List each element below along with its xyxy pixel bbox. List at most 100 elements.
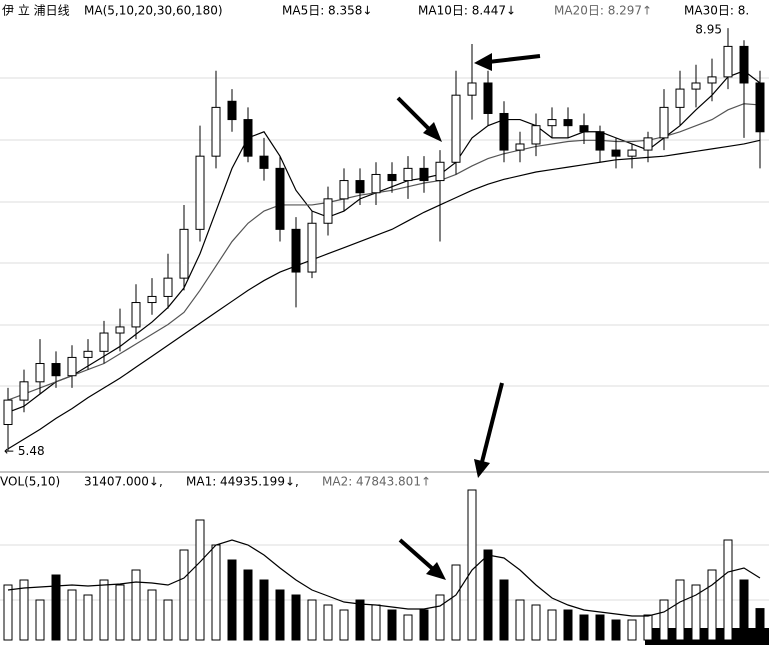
moving-average-line bbox=[7, 70, 761, 413]
candle-body bbox=[627, 149, 637, 157]
candle-body bbox=[483, 82, 493, 114]
volume-bar bbox=[467, 489, 477, 641]
candle-body bbox=[179, 228, 189, 279]
volume-bar bbox=[339, 609, 349, 641]
candle-body bbox=[387, 173, 397, 182]
candle-body bbox=[355, 180, 365, 194]
volume-bar bbox=[595, 614, 605, 641]
volume-bar bbox=[3, 584, 13, 641]
candle-body bbox=[595, 131, 605, 151]
candle-body bbox=[755, 82, 765, 133]
moving-average-line bbox=[7, 539, 761, 617]
volume-bar bbox=[435, 594, 445, 641]
candle-body bbox=[643, 137, 653, 151]
moving-average-line bbox=[7, 103, 761, 401]
volume-bar bbox=[387, 609, 397, 641]
volume-bar bbox=[611, 619, 621, 641]
ma20-legend: MA20日: 8.297↑ bbox=[554, 4, 652, 18]
volume-bar bbox=[259, 579, 269, 641]
volume-bar bbox=[179, 549, 189, 641]
candle-body bbox=[51, 363, 61, 377]
candle-body bbox=[515, 143, 525, 151]
volume-bar bbox=[691, 584, 701, 641]
volume-bar bbox=[355, 599, 365, 641]
candle-body bbox=[739, 45, 749, 84]
volume-bar bbox=[291, 594, 301, 641]
candle-body bbox=[147, 295, 157, 304]
volume-bar bbox=[83, 594, 93, 641]
volume-bar bbox=[579, 614, 589, 641]
ma2-legend: MA2: 47843.801↑ bbox=[322, 475, 431, 489]
ma30-legend: MA30日: 8. bbox=[684, 4, 749, 18]
candle-body bbox=[195, 155, 205, 230]
ma-params: MA(5,10,20,30,60,180) bbox=[84, 4, 223, 18]
candle-body bbox=[723, 45, 733, 78]
candle-body bbox=[67, 356, 77, 377]
candle-body bbox=[307, 222, 317, 273]
volume-bar bbox=[275, 589, 285, 641]
volume-bar bbox=[627, 619, 637, 641]
candle-body bbox=[35, 363, 45, 383]
candle-body bbox=[19, 381, 29, 401]
candle-body bbox=[499, 112, 509, 151]
volume-bar bbox=[51, 574, 61, 641]
volume-bar bbox=[563, 609, 573, 641]
volume-bar bbox=[307, 599, 317, 641]
candle-body bbox=[115, 326, 125, 334]
volume-bar bbox=[99, 579, 109, 641]
arrows bbox=[396, 53, 541, 580]
candle-body bbox=[675, 88, 685, 108]
volume-title: VOL(5,10) bbox=[0, 475, 60, 489]
candle-body bbox=[131, 302, 141, 328]
ma5-legend: MA5日: 8.358↓ bbox=[282, 4, 372, 18]
high-label: 8.95 bbox=[695, 23, 722, 37]
volume-bar bbox=[483, 549, 493, 641]
volume-bar bbox=[323, 604, 333, 641]
candle-body bbox=[579, 125, 589, 133]
moving-average-line bbox=[7, 139, 761, 450]
candle-body bbox=[275, 167, 285, 230]
candle-body bbox=[339, 180, 349, 200]
volume-bar bbox=[659, 599, 669, 641]
candle-body bbox=[163, 277, 173, 297]
candle-body bbox=[259, 155, 269, 169]
volume-bar bbox=[163, 599, 173, 641]
volume-bar bbox=[643, 614, 653, 641]
volume-bar bbox=[115, 584, 125, 641]
volume-bar bbox=[147, 589, 157, 641]
volume-bar bbox=[675, 579, 685, 641]
volume-bar bbox=[227, 559, 237, 641]
candle-body bbox=[707, 76, 717, 84]
volume-bar bbox=[515, 599, 525, 641]
volume-bar bbox=[723, 539, 733, 641]
candle-body bbox=[419, 167, 429, 182]
volume-bar bbox=[131, 569, 141, 641]
candle-body bbox=[83, 350, 93, 358]
candle-body bbox=[563, 119, 573, 127]
volume-bar bbox=[67, 589, 77, 641]
candle-body bbox=[547, 119, 557, 127]
candle-body bbox=[291, 228, 301, 273]
candle-body bbox=[467, 82, 477, 96]
volume-bar bbox=[35, 599, 45, 641]
candle-body bbox=[323, 198, 333, 224]
stock-title: 伊 立 浦日线 bbox=[2, 3, 70, 18]
ma1-legend: MA1: 44935.199↓, bbox=[186, 475, 299, 489]
candle-body bbox=[659, 106, 669, 139]
volume-bar bbox=[707, 569, 717, 641]
candle-body bbox=[403, 167, 413, 182]
candle-body bbox=[243, 119, 253, 157]
candle-body bbox=[99, 332, 109, 352]
volume-bar bbox=[755, 608, 765, 641]
volume-bar bbox=[371, 604, 381, 641]
volume-bar bbox=[211, 544, 221, 641]
volume-bar bbox=[195, 519, 205, 641]
volume-value: 31407.000↓, bbox=[84, 475, 163, 489]
volume-bar bbox=[531, 604, 541, 641]
volume-bar bbox=[403, 614, 413, 641]
candle-body bbox=[435, 161, 445, 182]
candle-body bbox=[531, 125, 541, 145]
ma10-legend: MA10日: 8.447↓ bbox=[418, 4, 516, 18]
candle-body bbox=[451, 94, 461, 163]
